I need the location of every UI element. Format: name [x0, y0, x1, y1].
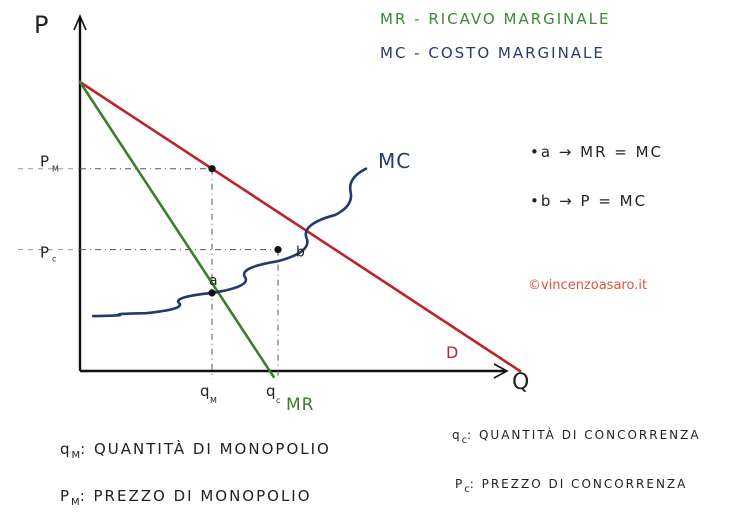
tick-x-sub-c: c: [276, 396, 280, 405]
footnote-pc-text: : PREZZO DI CONCORRENZA: [469, 477, 688, 491]
y-axis-label: P: [34, 11, 48, 39]
curve-label-d: D: [446, 343, 459, 362]
footnote-qc-symbol: q: [452, 428, 462, 442]
footnote-qm-symbol: q: [60, 440, 72, 458]
curves: [78, 80, 522, 379]
curve-d: [78, 80, 522, 373]
tick-x-sub-m: M: [210, 396, 217, 405]
footnote-qc-sub: c: [461, 435, 468, 446]
footnote-pm-text: : PREZZO DI MONOPOLIO: [79, 487, 312, 505]
point-b: [274, 246, 282, 254]
footnote-qm-text: : QUANTITÀ DI MONOPOLIO: [80, 440, 331, 458]
curve-label-mc: MC: [378, 149, 411, 173]
condition-b: •b → P = MC: [530, 192, 648, 210]
footnote-pc: Pc: PREZZO DI CONCORRENZA: [455, 477, 687, 495]
tick-y-sub-c: c: [52, 255, 56, 264]
point-monopoly-price: [208, 165, 216, 173]
tick-y-m: P: [40, 153, 49, 171]
point-label-a: a: [209, 273, 218, 289]
point-label-b: b: [296, 245, 305, 261]
footnote-pc-symbol: P: [455, 477, 465, 491]
footnote-qc: qc: QUANTITÀ DI CONCORRENZA: [452, 428, 701, 446]
tick-x-c: q: [266, 382, 276, 400]
condition-a: •a → MR = MC: [530, 143, 664, 161]
legend-mr: MR - RICAVO MARGINALE: [380, 10, 611, 28]
watermark: ©vincenzoasaro.it: [528, 278, 648, 293]
curve-mr: [78, 80, 275, 379]
footnote-pm-sub: M: [71, 497, 80, 508]
point-a: [208, 289, 216, 297]
footnote-qm-sub: M: [71, 450, 81, 461]
guide-lines: [18, 168, 279, 379]
axes: [73, 13, 509, 379]
curve-mc: [91, 167, 368, 318]
footnote-pm-symbol: P: [60, 487, 72, 505]
footnote-qm: qM: QUANTITÀ DI MONOPOLIO: [60, 440, 331, 461]
footnote-qc-text: : QUANTITÀ DI CONCORRENZA: [467, 428, 701, 442]
x-axis-arrow: [493, 363, 509, 379]
tick-y-sub-m: M: [52, 165, 59, 174]
footnote-pm: PM: PREZZO DI MONOPOLIO: [60, 487, 312, 508]
y-axis-arrow: [73, 13, 87, 31]
x-axis-label: Q: [512, 370, 529, 395]
curve-label-mr: MR: [286, 395, 314, 415]
legend-mc: MC - COSTO MARGINALE: [380, 44, 605, 62]
footnote-pc-sub: c: [464, 484, 470, 495]
marks: [208, 165, 282, 297]
tick-y-c: P: [40, 244, 49, 262]
tick-x-m: q: [200, 382, 210, 400]
